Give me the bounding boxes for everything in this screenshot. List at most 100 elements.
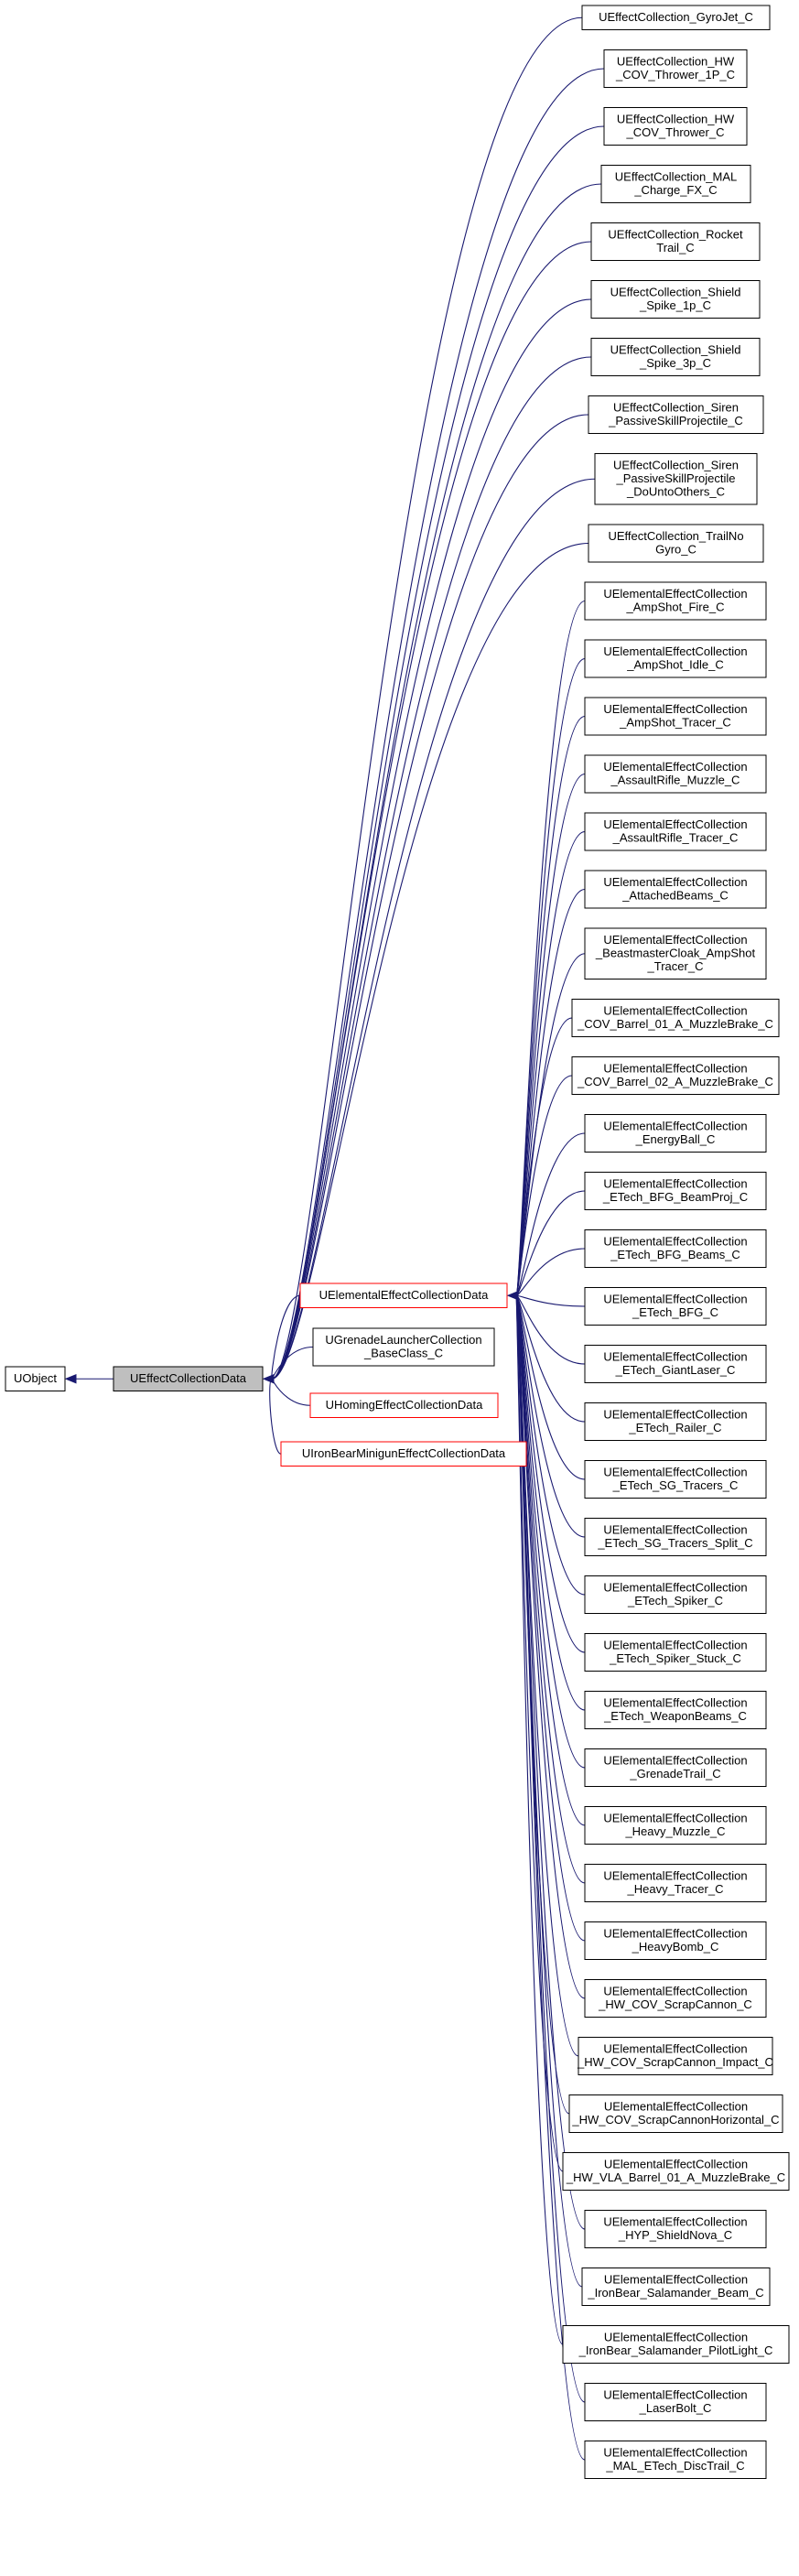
class-node-uelementaleffectcollection-cov-barrel-01-a-muzzlebrake-c[interactable]: UElementalEffectCollection_COV_Barrel_01… <box>571 999 780 1037</box>
class-node-ueffectcollection-gyrojet-c-box <box>581 5 771 30</box>
class-node-uelementaleffectcollection-etech-spiker-stuck-c[interactable]: UElementalEffectCollection_ETech_Spiker_… <box>584 1633 767 1672</box>
class-node-ueffectcollection-mal-charge-fx-c[interactable]: UEffectCollection_MAL_Charge_FX_C <box>600 165 751 203</box>
class-node-uelementaleffectcollection-beastmastercloak-ampshot-tracer-c-box <box>584 927 767 980</box>
class-node-uelementaleffectcollection-laserbolt-c[interactable]: UElementalEffectCollection_LaserBolt_C <box>584 2383 767 2421</box>
class-node-ueffectcollection-gyrojet-c[interactable]: UEffectCollection_GyroJet_C <box>581 5 771 30</box>
class-node-uelementaleffectcollection-hyp-shieldnova-c-label: UElementalEffectCollection <box>603 2215 747 2229</box>
class-node-ueffectcollection-hw-cov-thrower-1p-c-box <box>603 49 748 88</box>
class-node-ueffectcollection-siren-passiveskillprojectile-dountoothers-c-label: UEffectCollection_Siren <box>613 459 739 472</box>
class-node-uelementaleffectcollection-attachedbeams-c-label: UElementalEffectCollection <box>603 875 747 889</box>
class-node-uelementaleffectcollection-mal-etech-disctrail-c-box <box>584 2441 767 2479</box>
class-node-uelementaleffectcollection-energyball-c[interactable]: UElementalEffectCollection_EnergyBall_C <box>584 1114 767 1153</box>
class-node-uhomingeffectcollectiondata[interactable]: UHomingEffectCollectionData <box>309 1392 499 1418</box>
arrow-into-base <box>262 1374 275 1384</box>
class-node-uelementaleffectcollection-heavybomb-c[interactable]: UElementalEffectCollection_HeavyBomb_C <box>584 1921 767 1960</box>
class-node-uelementaleffectcollection-etech-weaponbeams-c-label: _ETech_WeaponBeams_C <box>603 1709 747 1723</box>
class-node-uelementaleffectcollection-ampshot-fire-c-label: UElementalEffectCollection <box>603 587 747 601</box>
class-node-uelementaleffectcollection-hw-vla-barrel-01-a-muzzlebrake-c[interactable]: UElementalEffectCollection_HW_VLA_Barrel… <box>562 2152 790 2191</box>
class-node-uelementaleffectcollection-heavy-muzzle-c[interactable]: UElementalEffectCollection_Heavy_Muzzle_… <box>584 1806 767 1845</box>
class-node-uelementaleffectcollection-ironbear-salamander-beam-c-label: _IronBear_Salamander_Beam_C <box>587 2286 763 2300</box>
class-node-uelementaleffectcollection-hw-cov-scrapcannon-c[interactable]: UElementalEffectCollection_HW_COV_ScrapC… <box>584 1979 767 2018</box>
class-node-uelementaleffectcollection-beastmastercloak-ampshot-tracer-c[interactable]: UElementalEffectCollection_BeastmasterCl… <box>584 927 767 980</box>
class-node-ueffectcollection-siren-passiveskillprojectile-c[interactable]: UEffectCollection_Siren_PassiveSkillProj… <box>588 395 764 434</box>
class-node-uelementaleffectcollection-hw-cov-scrapcannon-c-label: UElementalEffectCollection <box>603 1985 747 1998</box>
edge-mid-elemental <box>271 1294 301 1380</box>
class-node-uelementaleffectcollection-etech-sg-tracers-split-c[interactable]: UElementalEffectCollection_ETech_SG_Trac… <box>584 1518 767 1556</box>
class-node-ugrenadelaunchercollection-baseclass-c[interactable]: UGrenadeLauncherCollection_BaseClass_C <box>312 1327 495 1367</box>
class-node-uelementaleffectcollection-hw-cov-scrapcannonhorizontal-c[interactable]: UElementalEffectCollection_HW_COV_ScrapC… <box>568 2094 783 2133</box>
class-node-uelementaleffectcollection-ampshot-idle-c-box <box>584 639 767 678</box>
class-node-uelementaleffectcollection-assaultrifle-tracer-c[interactable]: UElementalEffectCollection_AssaultRifle_… <box>584 812 767 851</box>
class-node-uelementaleffectcollection-hw-cov-scrapcannon-impact-c-label: UElementalEffectCollection <box>603 2042 747 2056</box>
class-node-uelementaleffectcollection-etech-sg-tracers-c-box <box>584 1460 767 1499</box>
class-node-uelementaleffectcollection-hyp-shieldnova-c[interactable]: UElementalEffectCollection_HYP_ShieldNov… <box>584 2210 767 2248</box>
class-node-uelementaleffectcollection-ironbear-salamander-pilotlight-c-label: _IronBear_Salamander_PilotLight_C <box>578 2343 773 2357</box>
class-node-ueffectcollection-mal-charge-fx-c-label: UEffectCollection_MAL <box>615 170 737 184</box>
class-node-uelementaleffectcollection-etech-bfg-beamproj-c[interactable]: UElementalEffectCollection_ETech_BFG_Bea… <box>584 1172 767 1210</box>
class-node-uelementaleffectcollection-etech-bfg-c[interactable]: UElementalEffectCollection_ETech_BFG_C <box>584 1287 767 1326</box>
class-node-uhomingeffectcollectiondata-label: UHomingEffectCollectionData <box>326 1398 483 1412</box>
class-node-uelementaleffectcollection-etech-weaponbeams-c-box <box>584 1691 767 1729</box>
class-node-uelementaleffectcollection-ampshot-tracer-c-box <box>584 697 767 736</box>
class-node-uelementaleffectcollection-heavybomb-c-label: UElementalEffectCollection <box>603 1927 747 1941</box>
class-node-uelementaleffectcollection-etech-bfg-beams-c-box <box>584 1229 767 1268</box>
class-node-uironbearminiguneffectcollectiondata[interactable]: UIronBearMinigunEffectCollectionData <box>280 1441 527 1467</box>
class-node-ueffectcollection-siren-passiveskillprojectile-dountoothers-c[interactable]: UEffectCollection_Siren_PassiveSkillProj… <box>594 453 758 505</box>
class-node-ueffectcollection-hw-cov-thrower-c-box <box>603 107 748 146</box>
class-node-uelementaleffectcollection-hw-cov-scrapcannon-c-label: _HW_COV_ScrapCannon_C <box>598 1997 752 2011</box>
class-node-uelementaleffectcollection-etech-railer-c[interactable]: UElementalEffectCollection_ETech_Railer_… <box>584 1402 767 1441</box>
class-node-uelementaleffectcollection-heavy-tracer-c[interactable]: UElementalEffectCollection_Heavy_Tracer_… <box>584 1864 767 1902</box>
class-node-uelementaleffectcollection-etech-sg-tracers-split-c-box <box>584 1518 767 1556</box>
class-node-ueffectcollectiondata[interactable]: UEffectCollectionData <box>113 1366 264 1391</box>
class-node-uelementaleffectcollection-etech-sg-tracers-c[interactable]: UElementalEffectCollection_ETech_SG_Trac… <box>584 1460 767 1499</box>
class-node-uelementaleffectcollection-ampshot-tracer-c[interactable]: UElementalEffectCollection_AmpShot_Trace… <box>584 697 767 736</box>
class-node-uelementaleffectcollection-etech-railer-c-label: UElementalEffectCollection <box>603 1408 747 1422</box>
class-node-uelementaleffectcollection-etech-bfg-beams-c[interactable]: UElementalEffectCollection_ETech_BFG_Bea… <box>584 1229 767 1268</box>
class-node-ueffectcollection-shield-spike-1p-c[interactable]: UEffectCollection_Shield_Spike_1p_C <box>590 280 761 319</box>
class-node-uelementaleffectcollection-attachedbeams-c[interactable]: UElementalEffectCollection_AttachedBeams… <box>584 870 767 909</box>
edge-elemental-leaf-14 <box>515 1294 586 1423</box>
class-node-uelementaleffectcollection-ironbear-salamander-pilotlight-c-label: UElementalEffectCollection <box>604 2331 748 2344</box>
class-node-uelementaleffectcollection-hw-vla-barrel-01-a-muzzlebrake-c-box <box>562 2152 790 2191</box>
class-node-uelementaleffectcollection-heavy-tracer-c-label: UElementalEffectCollection <box>603 1869 747 1883</box>
class-node-uelementaleffectcollection-etech-railer-c-box <box>584 1402 767 1441</box>
class-node-ueffectcollection-hw-cov-thrower-1p-c-label: UEffectCollection_HW <box>617 55 735 69</box>
class-node-uironbearminiguneffectcollectiondata-box <box>280 1441 527 1467</box>
class-node-uelementaleffectcollection-hw-cov-scrapcannon-impact-c[interactable]: UElementalEffectCollection_HW_COV_ScrapC… <box>577 2037 773 2075</box>
class-node-uelementaleffectcollection-grenadetrail-c-box <box>584 1748 767 1787</box>
class-node-uelementaleffectcollection-etech-giantlaser-c[interactable]: UElementalEffectCollection_ETech_GiantLa… <box>584 1345 767 1383</box>
class-node-ueffectcollection-hw-cov-thrower-1p-c[interactable]: UEffectCollection_HW_COV_Thrower_1P_C <box>603 49 748 88</box>
class-node-uelementaleffectcollection-ampshot-idle-c[interactable]: UElementalEffectCollection_AmpShot_Idle_… <box>584 639 767 678</box>
edge-elemental-leaf-10 <box>515 1190 586 1296</box>
class-node-uobject[interactable]: UObject <box>5 1366 66 1391</box>
class-node-uelementaleffectcollection-etech-giantlaser-c-label: UElementalEffectCollection <box>603 1350 747 1364</box>
class-node-uelementaleffectcollection-cov-barrel-02-a-muzzlebrake-c[interactable]: UElementalEffectCollection_COV_Barrel_02… <box>571 1056 780 1095</box>
class-node-uelementaleffectcollectiondata[interactable]: UElementalEffectCollectionData <box>299 1283 508 1308</box>
class-node-ueffectcollection-shield-spike-1p-c-label: UEffectCollection_Shield <box>610 286 741 299</box>
class-node-ueffectcollection-shield-spike-3p-c[interactable]: UEffectCollection_Shield_Spike_3p_C <box>590 338 761 376</box>
edge-elemental-leaf-8 <box>515 1075 573 1296</box>
class-node-uelementaleffectcollection-energyball-c-label: UElementalEffectCollection <box>603 1120 747 1133</box>
class-node-uelementaleffectcollection-heavy-tracer-c-label: _Heavy_Tracer_C <box>626 1882 723 1896</box>
class-node-uelementaleffectcollection-assaultrifle-muzzle-c[interactable]: UElementalEffectCollection_AssaultRifle_… <box>584 754 767 794</box>
class-node-uelementaleffectcollection-cov-barrel-02-a-muzzlebrake-c-box <box>571 1056 780 1095</box>
class-node-uelementaleffectcollection-grenadetrail-c[interactable]: UElementalEffectCollection_GrenadeTrail_… <box>584 1748 767 1787</box>
class-node-uironbearminiguneffectcollectiondata-label: UIronBearMinigunEffectCollectionData <box>302 1446 506 1460</box>
class-node-uelementaleffectcollection-etech-spiker-c[interactable]: UElementalEffectCollection_ETech_Spiker_… <box>584 1575 767 1614</box>
class-node-uelementaleffectcollection-etech-weaponbeams-c[interactable]: UElementalEffectCollection_ETech_WeaponB… <box>584 1691 767 1729</box>
class-node-uelementaleffectcollection-mal-etech-disctrail-c[interactable]: UElementalEffectCollection_MAL_ETech_Dis… <box>584 2441 767 2479</box>
class-node-ugrenadelaunchercollection-baseclass-c-box <box>312 1327 495 1367</box>
class-node-uelementaleffectcollection-ironbear-salamander-beam-c-box <box>581 2268 771 2306</box>
class-node-uelementaleffectcollection-etech-giantlaser-c-label: _ETech_GiantLaser_C <box>615 1363 736 1377</box>
class-node-uobject-box <box>5 1366 66 1391</box>
class-node-uelementaleffectcollection-ampshot-fire-c[interactable]: UElementalEffectCollection_AmpShot_Fire_… <box>584 581 767 621</box>
class-node-uelementaleffectcollection-ironbear-salamander-beam-c[interactable]: UElementalEffectCollection_IronBear_Sala… <box>581 2268 771 2306</box>
class-node-uelementaleffectcollection-etech-spiker-stuck-c-label: UElementalEffectCollection <box>603 1639 747 1652</box>
class-node-uelementaleffectcollection-ironbear-salamander-pilotlight-c[interactable]: UElementalEffectCollection_IronBear_Sala… <box>562 2325 790 2364</box>
class-node-uelementaleffectcollection-heavy-tracer-c-box <box>584 1864 767 1902</box>
class-node-ueffectcollection-shield-spike-3p-c-label: _Spike_3p_C <box>639 356 711 370</box>
class-node-ueffectcollection-shield-spike-3p-c-box <box>590 338 761 376</box>
class-node-ueffectcollection-hw-cov-thrower-c[interactable]: UEffectCollection_HW_COV_Thrower_C <box>603 107 748 146</box>
